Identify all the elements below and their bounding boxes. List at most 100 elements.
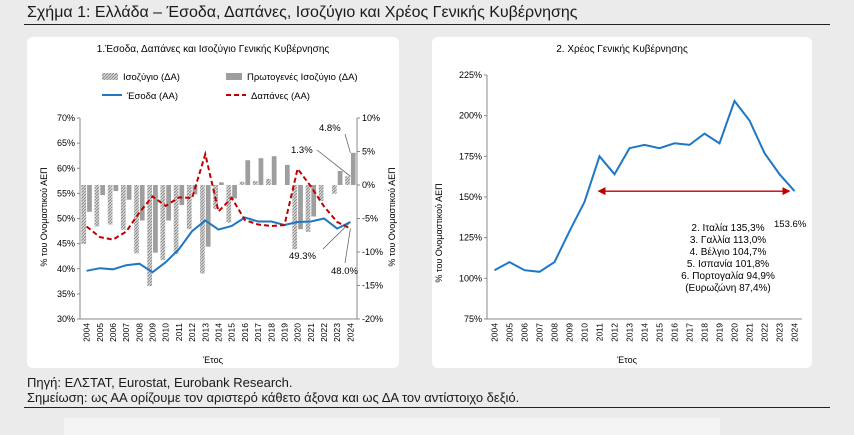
debt-x-tick-label: 2021 bbox=[745, 323, 755, 342]
source-note: Πηγή: ΕΛΣΤΑΤ, Eurostat, Eurobank Researc… bbox=[27, 375, 293, 390]
title-underline bbox=[24, 24, 830, 25]
primary-balance-bar bbox=[179, 185, 185, 206]
debt-x-tick-label: 2008 bbox=[550, 323, 560, 342]
fiscal-x-tick-label: 2009 bbox=[148, 323, 158, 342]
comparison-eurozone: (Ευρωζώνη 87,4%) bbox=[685, 282, 771, 294]
balance-bar bbox=[345, 176, 350, 185]
fiscal-y2-tick-label: 5% bbox=[362, 147, 375, 157]
fiscal-chart-title: 1.Έσοδα, Δαπάνες και Ισοζύγιο Γενικής Κυ… bbox=[97, 43, 330, 55]
balance-bar bbox=[226, 185, 232, 223]
fiscal-x-tick-label: 2021 bbox=[306, 323, 316, 342]
bottom-strip bbox=[64, 418, 720, 435]
balance-bar bbox=[318, 185, 324, 202]
debt-x-tick-label: 2010 bbox=[580, 323, 590, 342]
debt-x-tick-label: 2006 bbox=[520, 323, 530, 342]
fiscal-y-tick-label: 40% bbox=[57, 264, 75, 274]
debt-x-tick-label: 2011 bbox=[595, 323, 605, 342]
comparison-spain: 5. Ισπανία 101,8% bbox=[687, 258, 769, 270]
debt-x-axis-label: Έτος bbox=[616, 355, 637, 365]
primary-balance-bar bbox=[139, 185, 145, 221]
fiscal-y-tick-label: 65% bbox=[57, 138, 75, 148]
debt-x-tick-label: 2012 bbox=[610, 323, 620, 342]
fiscal-x-tick-label: 2019 bbox=[279, 323, 289, 342]
fiscal-y2-tick-label: -15% bbox=[362, 281, 383, 291]
revenue-line bbox=[86, 216, 351, 274]
balance-bar bbox=[292, 185, 298, 250]
legend-swatch-balance bbox=[102, 73, 118, 80]
primary-balance-bar bbox=[219, 182, 224, 185]
fiscal-x-tick-label: 2012 bbox=[187, 323, 197, 342]
fiscal-x-tick-label: 2022 bbox=[319, 323, 329, 342]
balance-bar bbox=[134, 185, 139, 254]
debt-chart-title: 2. Χρέος Γενικής Κυβέρνησης bbox=[556, 43, 688, 55]
fiscal-x-tick-label: 2007 bbox=[121, 323, 131, 342]
debt-x-tick-label: 2013 bbox=[625, 323, 635, 342]
fiscal-chart: 1.Έσοδα, Δαπάνες και Ισοζύγιο Γενικής Κυ… bbox=[39, 43, 397, 365]
fiscal-x-tick-label: 2010 bbox=[161, 323, 171, 342]
fiscal-x-tick-label: 2008 bbox=[134, 323, 144, 342]
fiscal-y-axis-label: % του Ονομαστικού ΑΕΠ bbox=[39, 167, 49, 266]
primary-balance-bar bbox=[87, 185, 92, 212]
fiscal-y2-tick-label: -10% bbox=[362, 247, 383, 257]
debt-x-tick-label: 2017 bbox=[685, 323, 695, 342]
legend-label-primary-balance: Πρωτογενές Ισοζύγιο (ΔΑ) bbox=[247, 72, 358, 83]
fiscal-x-tick-label: 2013 bbox=[200, 323, 210, 342]
primary-balance-bar bbox=[100, 185, 106, 196]
legend-label-revenue: Έσοδα (ΑΑ) bbox=[126, 91, 178, 102]
debt-y-tick-label: 150% bbox=[459, 192, 482, 202]
debt-y-tick-label: 125% bbox=[459, 233, 482, 243]
primary-balance-bar bbox=[271, 156, 277, 185]
legend-swatch-primary-balance bbox=[226, 73, 242, 80]
fiscal-x-tick-label: 2023 bbox=[332, 323, 342, 342]
annotation-expenditure-2024: 48.0% bbox=[331, 266, 358, 277]
arrow-head-left bbox=[597, 187, 606, 196]
fiscal-x-tick-label: 2011 bbox=[174, 323, 184, 342]
annotation-leader bbox=[322, 221, 351, 250]
comparison-belgium: 4. Βέλγιο 104,7% bbox=[690, 246, 767, 258]
fiscal-y-tick-label: 55% bbox=[57, 188, 75, 198]
debt-x-tick-label: 2004 bbox=[490, 323, 500, 342]
debt-x-tick-label: 2005 bbox=[505, 323, 515, 342]
debt-x-tick-label: 2019 bbox=[715, 323, 725, 342]
debt-line bbox=[494, 98, 796, 273]
balance-bar bbox=[173, 185, 179, 255]
debt-x-tick-label: 2020 bbox=[730, 323, 740, 342]
debt-x-tick-label: 2014 bbox=[640, 323, 650, 342]
fiscal-y2-tick-label: -20% bbox=[362, 314, 383, 324]
debt-y-tick-label: 175% bbox=[459, 151, 482, 161]
primary-balance-bar bbox=[205, 185, 211, 247]
chart-panel-debt: 2. Χρέος Γενικής Κυβέρνησης 75% 100% 125% 1… bbox=[432, 37, 812, 368]
annotation-primary-2024: 4.8% bbox=[319, 123, 341, 134]
fiscal-x-tick-label: 2014 bbox=[214, 323, 224, 342]
balance-bar bbox=[331, 185, 337, 194]
debt-chart: 2. Χρέος Γενικής Κυβέρνησης 75% 100% 125% 1… bbox=[434, 43, 807, 365]
balance-bar bbox=[94, 185, 100, 227]
primary-balance-bar bbox=[245, 160, 251, 185]
debt-x-tick-label: 2023 bbox=[775, 323, 785, 342]
fiscal-x-tick-label: 2020 bbox=[293, 323, 303, 342]
annotation-balance-2024: 1.3% bbox=[291, 145, 313, 156]
debt-y-tick-label: 75% bbox=[464, 314, 482, 324]
debt-y-tick-label: 200% bbox=[459, 111, 482, 121]
legend-label-expenditure: Δαπάνες (ΑΑ) bbox=[251, 91, 310, 102]
annotation-leader bbox=[316, 149, 351, 177]
debt-x-tick-label: 2007 bbox=[535, 323, 545, 342]
primary-balance-bar bbox=[350, 152, 356, 185]
debt-x-tick-label: 2022 bbox=[760, 323, 770, 342]
fiscal-y2-tick-label: 10% bbox=[362, 113, 380, 123]
fiscal-x-tick-label: 2024 bbox=[345, 323, 355, 342]
fiscal-x-tick-label: 2017 bbox=[253, 323, 263, 342]
balance-bar bbox=[160, 185, 166, 261]
chart-panel-fiscal: 1.Έσοδα, Δαπάνες και Ισοζύγιο Γενικής Κυ… bbox=[27, 37, 399, 368]
fiscal-y2-axis-label: % του Ονομαστικού ΑΕΠ bbox=[387, 167, 397, 266]
primary-balance-bar bbox=[232, 185, 237, 199]
fiscal-y-tick-label: 35% bbox=[57, 289, 75, 299]
fiscal-x-tick-label: 2018 bbox=[266, 323, 276, 342]
annotation-leader bbox=[344, 133, 351, 153]
fiscal-x-tick-label: 2005 bbox=[95, 323, 105, 342]
fiscal-y2-tick-label: 0% bbox=[362, 180, 375, 190]
debt-y-axis-label: % του Ονομαστικού ΑΕΠ bbox=[434, 183, 444, 282]
axis-note: Σημείωση: ως ΑΑ ορίζουμε τον αριστερό κά… bbox=[27, 390, 520, 405]
primary-balance-bar bbox=[153, 185, 158, 253]
balance-bar bbox=[81, 185, 87, 244]
